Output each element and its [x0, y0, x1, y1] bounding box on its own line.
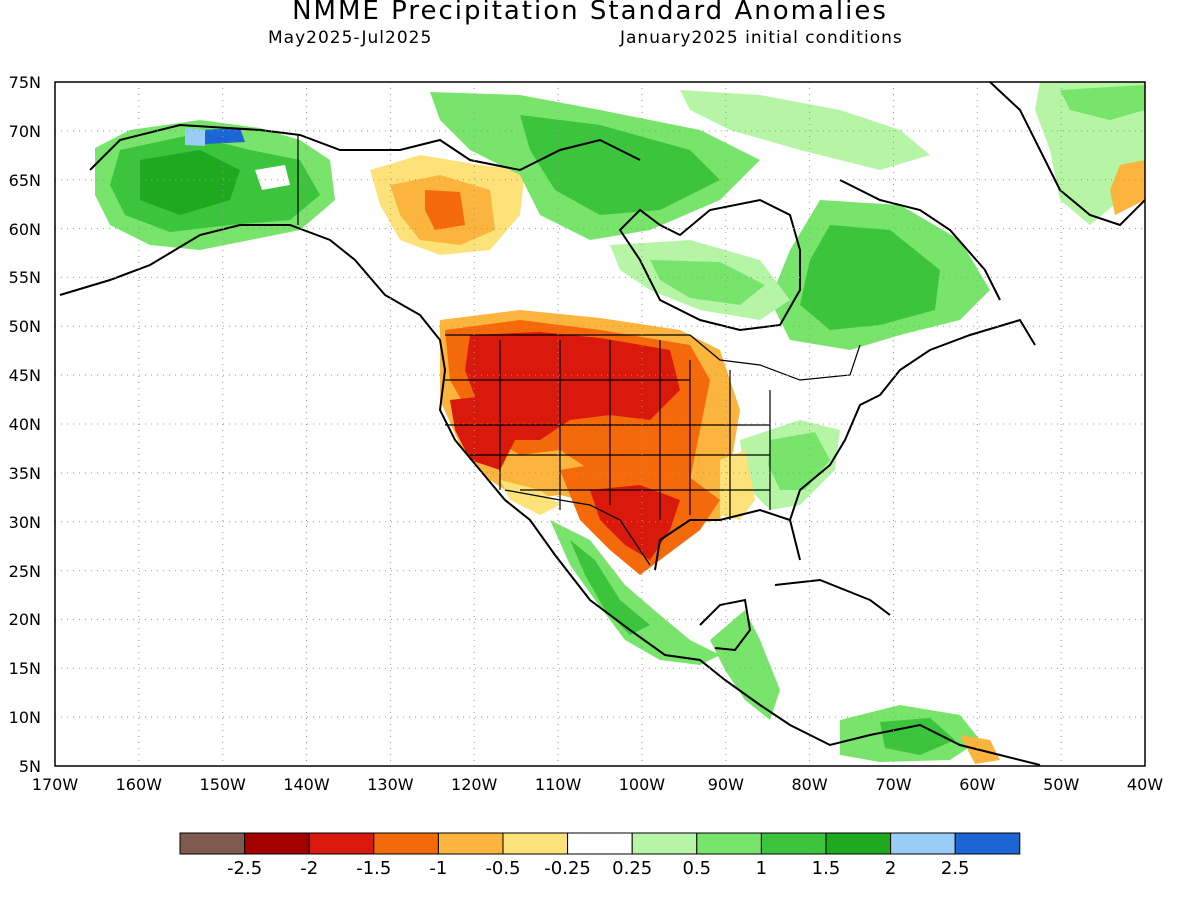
lon-label: 40W — [1127, 775, 1163, 794]
alaska-coast — [59, 224, 1041, 766]
lat-label: 55N — [9, 268, 41, 287]
labrador-coast — [839, 179, 1001, 301]
yukon-dry-max — [425, 190, 465, 230]
lat-label: 30N — [9, 513, 41, 532]
lon-label: 50W — [1043, 775, 1079, 794]
colorbar-swatch — [373, 832, 439, 855]
alaska-very-wet — [140, 150, 240, 215]
lon-label: 70W — [875, 775, 911, 794]
lat-label: 45N — [9, 366, 41, 385]
colorbar-label: -1 — [429, 858, 447, 879]
mexico-wet-core — [570, 540, 650, 635]
us-canada-border — [445, 334, 861, 381]
political-borders — [297, 135, 861, 566]
lon-label: 130W — [367, 775, 414, 794]
hudson-bay-coast — [618, 198, 801, 332]
colorbar-swatch — [954, 832, 1021, 855]
colorbar-swatch — [890, 832, 956, 855]
lat-label: 25N — [9, 562, 41, 581]
grid-lines — [55, 82, 1145, 766]
lon-label: 150W — [200, 775, 247, 794]
lat-label: 60N — [9, 220, 41, 239]
lat-label: 10N — [9, 708, 41, 727]
alaska-light-blue — [185, 128, 205, 146]
central-america-wet — [710, 610, 780, 720]
colorbar-swatch — [437, 832, 504, 855]
colorbar-label: -2 — [300, 858, 318, 879]
colorbar-label: -1.5 — [356, 858, 391, 879]
lon-label: 120W — [451, 775, 498, 794]
state-lines — [445, 340, 771, 520]
greenland-coast — [989, 82, 1145, 227]
lon-label: 60W — [959, 775, 995, 794]
gulf-coast — [654, 318, 1036, 571]
alaska-neutral — [255, 165, 290, 190]
colorbar-label: 0.5 — [682, 858, 711, 879]
lon-label: 90W — [708, 775, 744, 794]
colorbar-swatch — [179, 832, 246, 855]
lon-label: 110W — [535, 775, 582, 794]
lon-label: 170W — [32, 775, 79, 794]
southeast-dry-edge — [720, 450, 755, 520]
colorbar-swatch — [244, 832, 310, 855]
latitude-axis: 75N 70N 65N 60N 55N 50N 45N 40N 35N 30N … — [9, 73, 41, 776]
colorbar-swatch — [825, 832, 892, 855]
greenland-dry — [1110, 160, 1145, 215]
colorbar-label: 2.5 — [941, 858, 970, 879]
colorbar-label: 0.25 — [612, 858, 652, 879]
lat-label: 15N — [9, 659, 41, 678]
colorbar-label: -2.5 — [227, 858, 262, 879]
lat-label: 35N — [9, 464, 41, 483]
greenland-wet-core — [1060, 85, 1145, 120]
arctic-wet-core — [520, 115, 720, 215]
colorbar-swatch — [631, 832, 698, 855]
mexico-wet — [550, 520, 720, 665]
colorbar-label: -0.25 — [544, 858, 591, 879]
anomaly-fields — [95, 82, 1145, 764]
map-title: NMME Precipitation Standard Anomalies — [292, 0, 888, 26]
lat-label: 75N — [9, 73, 41, 92]
lat-label: 40N — [9, 415, 41, 434]
colorbar-swatch — [696, 832, 762, 855]
lat-label: 50N — [9, 317, 41, 336]
western-us-dry-core — [465, 332, 680, 440]
colorbar-label: 1 — [756, 858, 767, 879]
colorbar-label: 2 — [885, 858, 896, 879]
colorbar-label: 1.5 — [812, 858, 841, 879]
colorbar-swatch — [308, 832, 375, 855]
great-basin-dry-core — [450, 395, 515, 470]
lon-label: 80W — [792, 775, 828, 794]
colorbar-swatch — [567, 832, 633, 855]
coastlines — [59, 82, 1145, 766]
colorbar-swatch — [760, 832, 827, 855]
initial-conditions: January2025 initial conditions — [620, 28, 903, 48]
ontario-wet-core — [650, 260, 765, 305]
lat-label: 70N — [9, 122, 41, 141]
yucatan-coast — [699, 598, 752, 652]
colorbar: -2.5 -2 -1.5 -1 -0.5 -0.25 0.25 0.5 1 1.… — [179, 832, 1021, 879]
lat-label: 65N — [9, 171, 41, 190]
colorbar-swatch — [502, 832, 569, 855]
southeast-wet-core — [768, 432, 830, 490]
lat-label: 20N — [9, 610, 41, 629]
forecast-period: May2025-Jul2025 — [268, 28, 433, 48]
colorbar-label: -0.5 — [485, 858, 520, 879]
cuba-coast — [774, 578, 891, 616]
map-frame — [54, 81, 1146, 767]
lat-label: 5N — [19, 757, 41, 776]
arctic-north-wet — [680, 90, 930, 170]
texas-dry-core — [590, 485, 680, 560]
eastern-canada-core — [800, 225, 940, 330]
alaska-north-coast — [89, 123, 641, 172]
us-mexico-border — [504, 489, 651, 566]
lon-label: 160W — [116, 775, 163, 794]
baja-neutral — [500, 480, 560, 515]
lon-label: 100W — [619, 775, 666, 794]
longitude-axis: 170W 160W 150W 140W 130W 120W 110W 100W … — [32, 775, 1163, 794]
south-america-wet-core — [880, 718, 955, 755]
lon-label: 140W — [283, 775, 330, 794]
